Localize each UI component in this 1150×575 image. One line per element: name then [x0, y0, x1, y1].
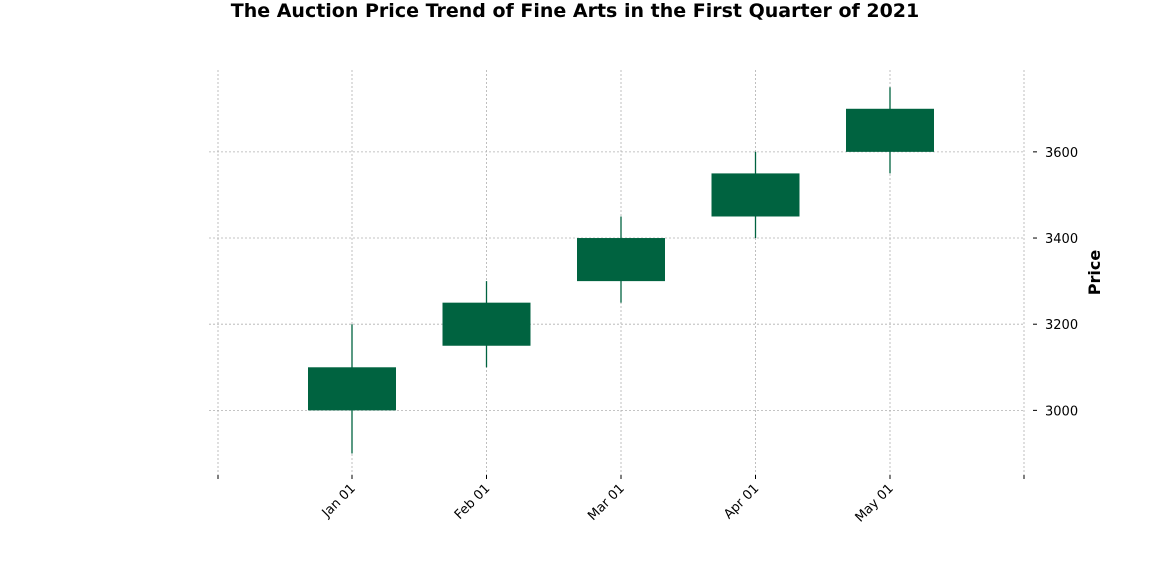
axis-layer: Jan 01 Feb 01 Mar 01 Apr 01 May 01 3000 3200 34…	[217, 146, 1078, 525]
candle-body	[711, 173, 800, 217]
y-tick-label: 3600	[1045, 146, 1078, 161]
candle	[442, 281, 531, 368]
candle	[711, 151, 800, 239]
candle-body	[846, 108, 934, 152]
candle-body	[308, 367, 396, 411]
x-tick-label: Feb 01	[452, 481, 494, 523]
candle	[308, 324, 396, 454]
x-tick-label: May 01	[853, 481, 897, 525]
candle-body	[577, 238, 665, 282]
candle-layer	[308, 87, 934, 454]
y-tick-label: 3400	[1045, 232, 1078, 247]
candle-body	[442, 302, 531, 346]
candle	[846, 87, 934, 174]
y-tick-label: 3000	[1045, 404, 1078, 419]
candle	[577, 216, 665, 303]
y-axis-title: Price	[1085, 250, 1104, 296]
x-tick-label: Jan 01	[319, 481, 359, 521]
chart-title: The Auction Price Trend of Fine Arts in …	[230, 0, 920, 22]
x-tick-label: Apr 01	[721, 481, 762, 522]
y-tick-label: 3200	[1045, 318, 1078, 333]
x-tick-label: Mar 01	[585, 481, 628, 524]
